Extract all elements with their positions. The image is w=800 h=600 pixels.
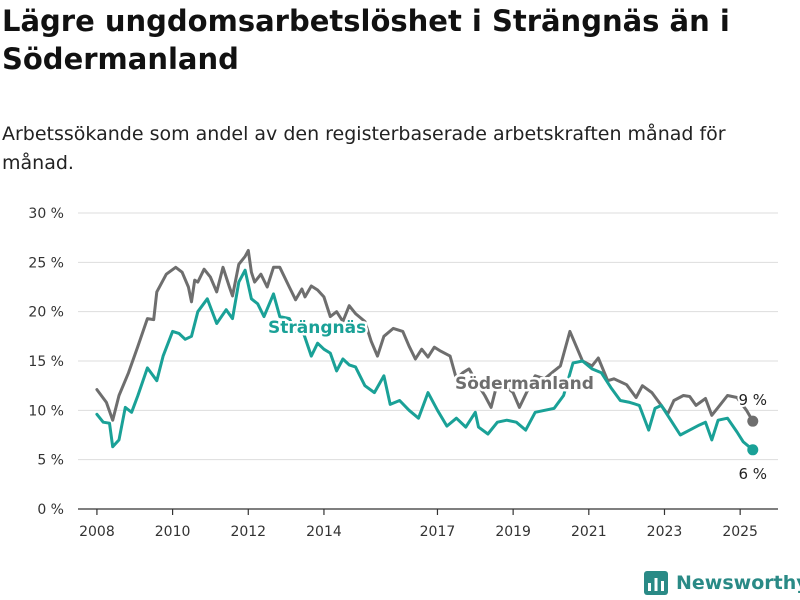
bar-chart-icon xyxy=(644,571,668,595)
x-axis: 2008 2010 2012 2014 2017 2019 2021 2023 2025 xyxy=(78,508,778,540)
end-value-label: 9 % xyxy=(738,391,767,409)
series-name-label: Södermanland xyxy=(455,374,594,394)
y-tick-label: 0 % xyxy=(37,502,64,518)
y-tick-label: 10 % xyxy=(28,403,64,419)
y-tick-label: 25 % xyxy=(28,255,64,271)
brand-name: Newsworthy xyxy=(676,572,800,594)
x-tick-label: 2017 xyxy=(420,524,456,540)
series-line-s-dermanland xyxy=(95,249,755,423)
end-marker-str-ngn-s xyxy=(747,444,759,456)
chart-subtitle: Arbetssökande som andel av den registerb… xyxy=(2,123,726,174)
end-value-label: 6 % xyxy=(738,465,767,483)
newsworthy-logo: Newsworthy xyxy=(644,568,800,598)
x-tick-label: 2025 xyxy=(722,524,758,540)
y-tick-label: 15 % xyxy=(28,354,64,370)
x-tick-label: 2012 xyxy=(230,524,266,540)
end-marker-s-dermanland xyxy=(747,415,759,427)
x-tick-label: 2021 xyxy=(571,524,607,540)
y-tick-label: 20 % xyxy=(28,305,64,321)
x-tick-label: 2008 xyxy=(79,524,115,540)
x-tick-label: 2019 xyxy=(495,524,531,540)
series-name-label: Strängnäs xyxy=(268,318,366,338)
chart-title: Lägre ungdomsarbetslöshet i Strängnäs än… xyxy=(2,4,730,76)
series-labels: Södermanland Strängnäs 9 % 6 % xyxy=(266,316,770,485)
y-tick-label: 30 % xyxy=(28,206,64,222)
x-tick-label: 2023 xyxy=(647,524,683,540)
series-line-str-ngn-s xyxy=(95,268,755,452)
grid-lines xyxy=(78,212,778,461)
y-axis-labels: 0 % 5 % 10 % 15 % 20 % 25 % 30 % xyxy=(28,206,64,518)
series-lines xyxy=(95,249,759,456)
y-tick-label: 5 % xyxy=(37,453,64,469)
x-tick-label: 2010 xyxy=(155,524,191,540)
x-tick-label: 2014 xyxy=(306,524,342,540)
